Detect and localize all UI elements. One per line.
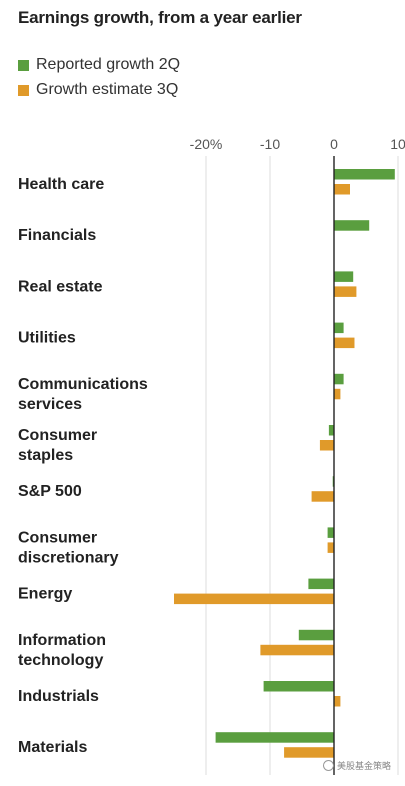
chart-title: Earnings growth, from a year earlier <box>18 8 302 27</box>
bar-reported-2q <box>334 220 370 231</box>
watermark-text: 美股基金策略 <box>336 761 391 771</box>
wechat-icon <box>322 760 334 771</box>
bar-reported-2q <box>328 425 334 436</box>
legend-swatch-estimate <box>18 84 29 96</box>
category-label: technology <box>18 652 103 669</box>
legend-swatch-reported <box>18 59 29 71</box>
category-label: Utilities <box>18 330 76 347</box>
legend-item-estimate: Growth estimate 3Q <box>18 80 178 100</box>
x-tick-label: 0 <box>330 136 338 152</box>
bar-estimate-3q <box>260 644 334 656</box>
legend-label-estimate: Growth estimate 3Q <box>36 81 179 98</box>
category-label: Energy <box>18 586 72 603</box>
bar-reported-2q <box>308 578 334 590</box>
bar-reported-2q <box>327 527 334 538</box>
bar-estimate-3q <box>334 388 341 400</box>
bar-estimate-3q <box>284 747 334 758</box>
legend-item-reported: Reported growth 2Q <box>18 55 180 75</box>
bar-estimate-3q <box>334 337 355 349</box>
x-tick-label: -20% <box>190 136 223 152</box>
bar-reported-2q <box>334 373 344 385</box>
category-label: Real estate <box>18 278 103 295</box>
bar-estimate-3q <box>174 593 334 605</box>
bar-reported-2q <box>334 169 395 180</box>
category-label: Information <box>18 632 106 649</box>
category-label: Consumer <box>18 529 97 546</box>
bar-estimate-3q <box>334 286 357 297</box>
bar-reported-2q <box>298 629 334 641</box>
bar-reported-2q <box>215 732 334 743</box>
bar-estimate-3q <box>311 491 334 502</box>
category-label: discretionary <box>18 549 119 566</box>
watermark: 美股基金策略 <box>322 759 391 772</box>
category-label: staples <box>18 447 73 464</box>
bar-estimate-3q <box>334 696 341 707</box>
category-label: S&P 500 <box>18 483 82 500</box>
bar-reported-2q <box>263 681 334 692</box>
x-tick-label: -10 <box>260 136 280 152</box>
category-label: Industrials <box>18 688 99 705</box>
bar-estimate-3q <box>334 184 350 195</box>
bar-estimate-3q <box>327 542 334 553</box>
legend-label-reported: Reported growth 2Q <box>36 56 181 73</box>
category-label: Consumer <box>18 427 97 444</box>
category-label: Communications <box>18 376 148 393</box>
category-label: services <box>18 396 82 413</box>
bar-estimate-3q <box>319 440 334 451</box>
category-label: Materials <box>18 739 87 756</box>
bar-reported-2q <box>334 271 354 282</box>
category-label: Health care <box>18 176 104 193</box>
bar-reported-2q <box>334 322 344 334</box>
category-label: Financials <box>18 227 96 244</box>
x-tick-label: 10 <box>390 136 405 152</box>
